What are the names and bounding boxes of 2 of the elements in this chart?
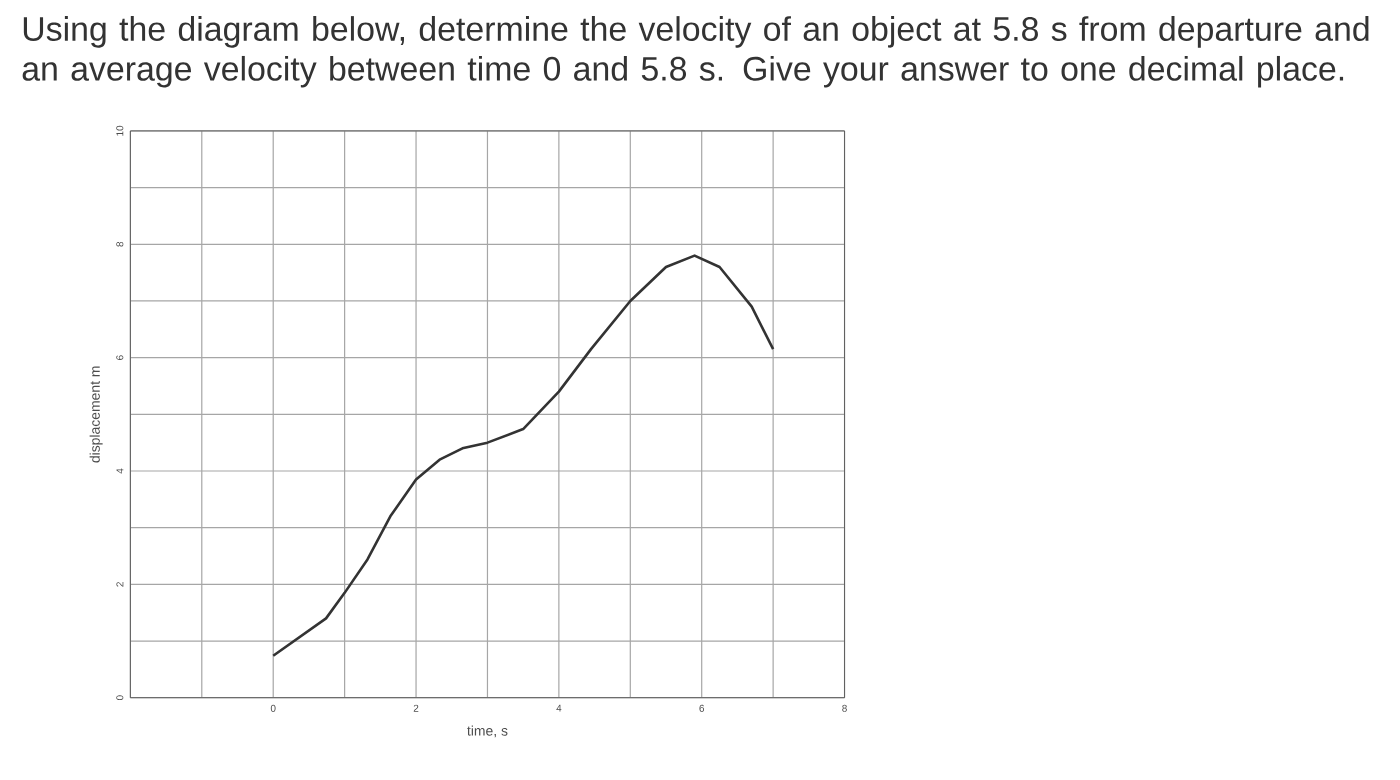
chart-title: Using the diagram below, determine the velocity of an object at 5.8 s from departure and an average velocity between time 0 and 5.8 s. Give your answer to one decimal place. bbox=[22, 16, 1369, 88]
line-series bbox=[271, 254, 775, 658]
